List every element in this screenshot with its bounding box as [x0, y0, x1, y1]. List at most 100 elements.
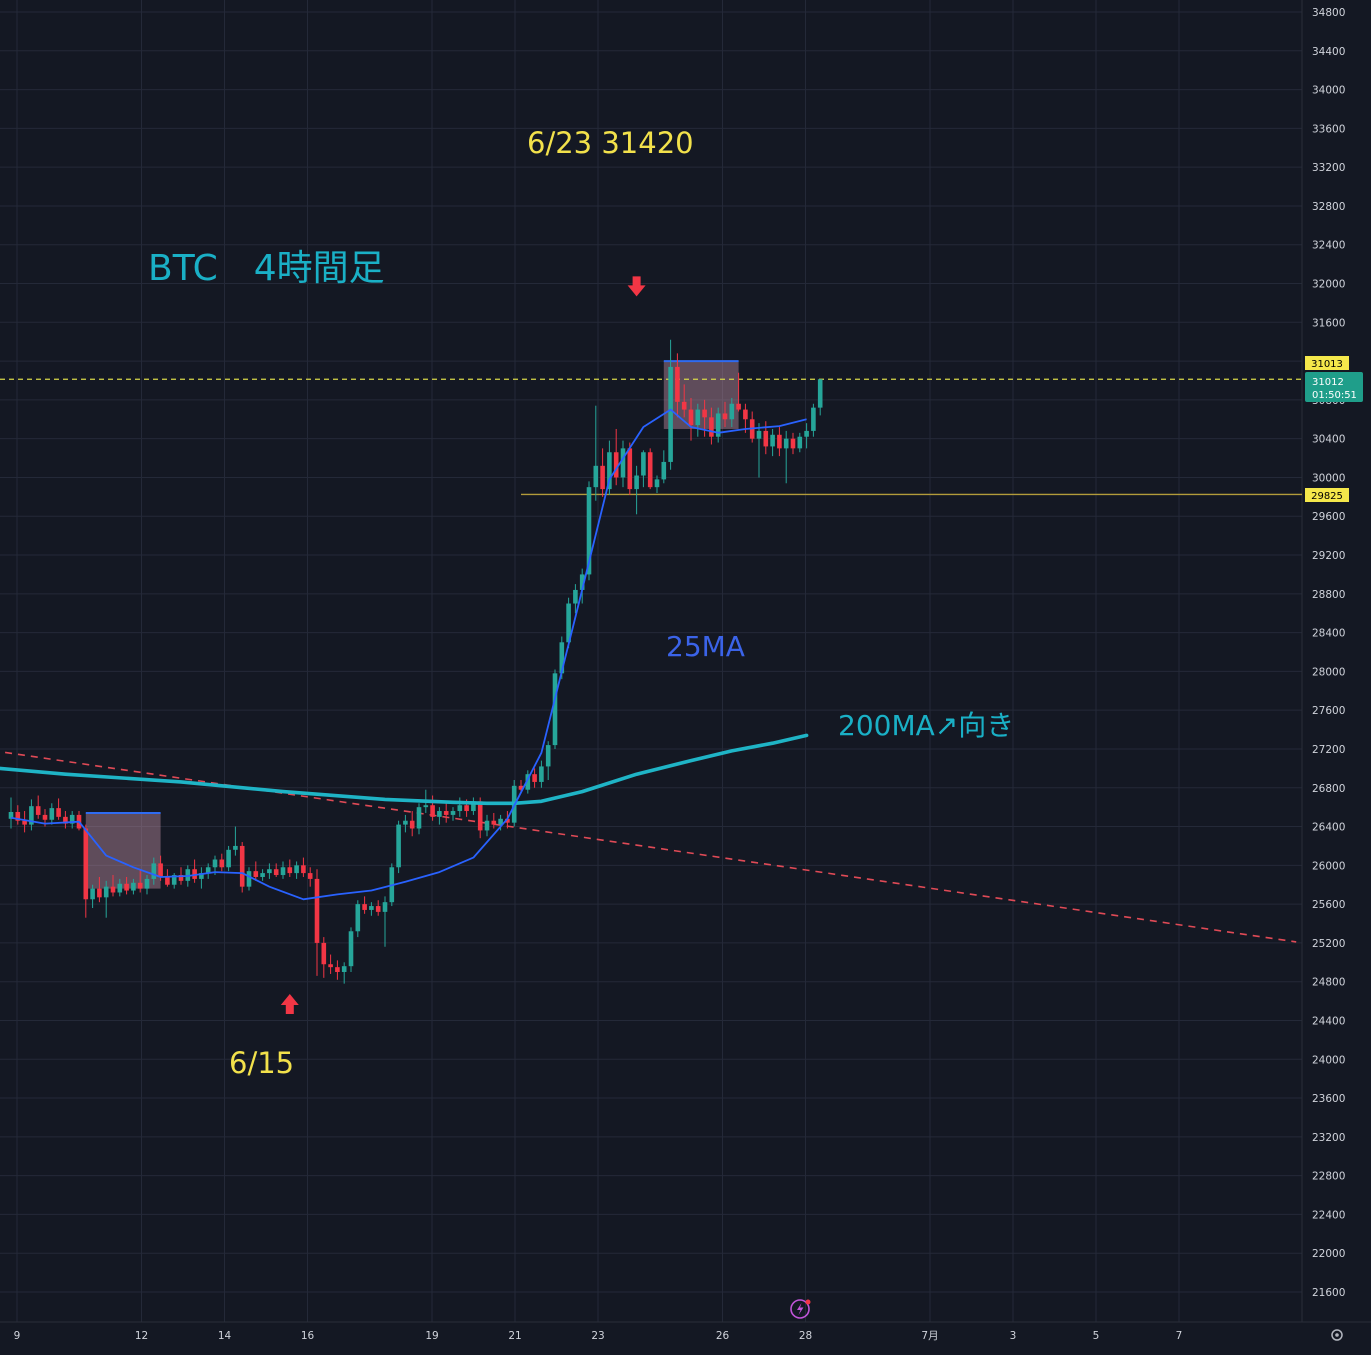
- candle-body: [586, 487, 592, 575]
- candle-body: [437, 811, 442, 817]
- candle-body: [396, 824, 401, 868]
- candle-body: [83, 828, 89, 900]
- time-tick-label: 12: [135, 1330, 148, 1342]
- candle-body: [545, 745, 551, 767]
- candle-body: [811, 407, 816, 431]
- time-tick-label: 23: [591, 1330, 604, 1342]
- candle-body: [212, 859, 218, 868]
- time-tick-label: 26: [716, 1330, 730, 1342]
- candle-body: [675, 366, 680, 402]
- candle-body: [641, 452, 646, 476]
- current-price-value: 31012: [1312, 377, 1344, 388]
- moving-averages: [0, 408, 809, 901]
- lightning-icon[interactable]: [790, 1299, 811, 1319]
- down-arrow-icon: [627, 276, 646, 297]
- candle-body: [566, 603, 571, 643]
- candle-body: [273, 869, 279, 876]
- price-tick-label: 23600: [1312, 1093, 1345, 1105]
- candle-body: [709, 417, 714, 437]
- candle-body: [219, 859, 225, 868]
- price-axis[interactable]: 21600 22000 22400 22800 23200 23600 24000 24400…: [1312, 7, 1345, 1299]
- candle-body: [505, 818, 510, 823]
- candle-body: [763, 430, 769, 447]
- price-tick-label: 28000: [1312, 666, 1345, 678]
- last-price-value: 31013: [1311, 359, 1343, 370]
- price-tick-label: 30400: [1312, 434, 1345, 446]
- candle-body: [491, 820, 497, 825]
- candle-body: [63, 816, 68, 824]
- candle-body: [246, 871, 252, 887]
- price-tick-label: 26800: [1312, 783, 1345, 795]
- candle-body: [647, 452, 653, 488]
- price-tick-label: 22800: [1312, 1171, 1345, 1183]
- time-tick-label: 3: [1010, 1330, 1017, 1342]
- reference-lines: [0, 378, 1302, 943]
- candle-body: [443, 811, 449, 815]
- time-axis[interactable]: 9 12 14 16 19 21 23 26 28 7月 3 5 7: [14, 1330, 1183, 1342]
- price-tick-label: 29600: [1312, 511, 1345, 523]
- candle-body: [573, 589, 578, 604]
- settings-gear-icon[interactable]: [1331, 1329, 1343, 1341]
- time-tick-label: 5: [1093, 1330, 1100, 1342]
- price-tick-label: 28400: [1312, 628, 1345, 640]
- candle-body: [307, 873, 313, 879]
- candle-body: [668, 366, 673, 462]
- price-tick-label: 23200: [1312, 1132, 1345, 1144]
- price-tick-label: 32000: [1312, 279, 1345, 291]
- time-tick-label: 7月: [921, 1330, 938, 1342]
- ma25-line: [10, 408, 807, 901]
- candle-body: [171, 875, 177, 885]
- price-tick-label: 22000: [1312, 1248, 1345, 1260]
- candle-body: [817, 379, 823, 408]
- candle-body: [477, 801, 483, 831]
- candle-body: [280, 867, 286, 876]
- candle-body: [409, 820, 415, 829]
- support-price-tag: 29825: [1305, 488, 1349, 502]
- candle-body: [430, 805, 435, 817]
- support-price-value: 29825: [1311, 491, 1343, 502]
- candle-body: [681, 401, 687, 410]
- candle-body: [22, 820, 27, 825]
- candle-body: [518, 785, 524, 790]
- price-tick-label: 30000: [1312, 472, 1345, 484]
- candle-body: [253, 871, 259, 877]
- time-tick-label: 7: [1176, 1330, 1183, 1342]
- candle-body: [777, 434, 782, 449]
- candle-body: [661, 461, 667, 480]
- candle-body: [341, 966, 347, 972]
- price-tick-label: 22400: [1312, 1209, 1345, 1221]
- candle-body: [627, 448, 633, 490]
- candle-body: [797, 436, 803, 449]
- candle-body: [403, 820, 408, 825]
- candle-body: [375, 906, 381, 912]
- candle-body: [715, 413, 721, 437]
- high-annotation: 6/23 31420: [527, 126, 694, 160]
- last-price-tag: 31013: [1305, 356, 1349, 370]
- candle-body: [8, 812, 14, 819]
- candle-body: [131, 882, 136, 891]
- candle-body: [464, 805, 469, 812]
- price-tick-label: 33600: [1312, 123, 1345, 135]
- candle-body: [185, 869, 191, 881]
- candle-body: [457, 805, 463, 812]
- candle-body: [117, 883, 123, 893]
- candle-body: [144, 878, 150, 889]
- candle-body: [362, 904, 367, 910]
- candle-body: [382, 902, 388, 912]
- time-tick-label: 14: [218, 1330, 232, 1342]
- candle-body: [314, 878, 320, 943]
- price-tick-label: 21600: [1312, 1287, 1345, 1299]
- candle-body: [539, 766, 544, 782]
- price-tick-label: 28800: [1312, 589, 1345, 601]
- candle-body: [49, 808, 55, 820]
- candle-body: [743, 409, 748, 420]
- candle-body: [695, 409, 701, 426]
- candle-body: [613, 452, 619, 478]
- candle-body: [335, 967, 340, 972]
- candle-body: [29, 806, 34, 825]
- candle-body: [790, 438, 796, 449]
- candle-body: [484, 820, 490, 831]
- candle-body: [321, 942, 327, 965]
